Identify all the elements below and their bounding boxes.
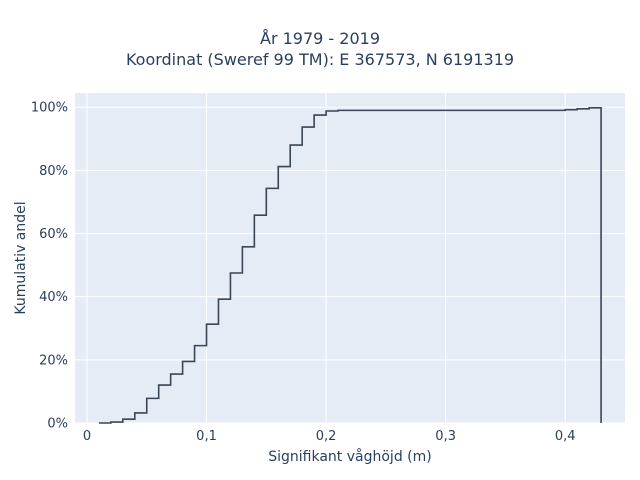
x-tick-label: 0,1 <box>196 429 217 444</box>
chart-title-line-2: Koordinat (Sweref 99 TM): E 367573, N 61… <box>125 50 515 69</box>
y-axis-title: Kumulativ andel <box>13 201 29 314</box>
x-tick-label: 0,4 <box>555 429 576 444</box>
x-axis-ticks: 0 0,1 0,2 0,3 0,4 <box>83 429 576 444</box>
y-tick-label: 20% <box>39 353 68 368</box>
chart-title-line-1: År 1979 - 2019 <box>260 29 380 48</box>
series-layer <box>98 107 602 424</box>
y-tick-label: 0% <box>47 417 68 432</box>
cdf-step-line <box>98 107 602 424</box>
x-tick-label: 0,3 <box>435 429 456 444</box>
y-axis-ticks: 0% 20% 40% 60% 80% 100% <box>31 101 68 432</box>
y-tick-label: 60% <box>39 227 68 242</box>
y-tick-label: 80% <box>39 164 68 179</box>
y-tick-label: 40% <box>39 290 68 305</box>
plot-area <box>75 93 625 423</box>
y-tick-label: 100% <box>31 101 68 116</box>
x-tick-label: 0,2 <box>316 429 337 444</box>
grid <box>75 93 625 424</box>
x-tick-label: 0 <box>83 429 91 444</box>
x-axis-title: Signifikant våghöjd (m) <box>268 448 431 465</box>
